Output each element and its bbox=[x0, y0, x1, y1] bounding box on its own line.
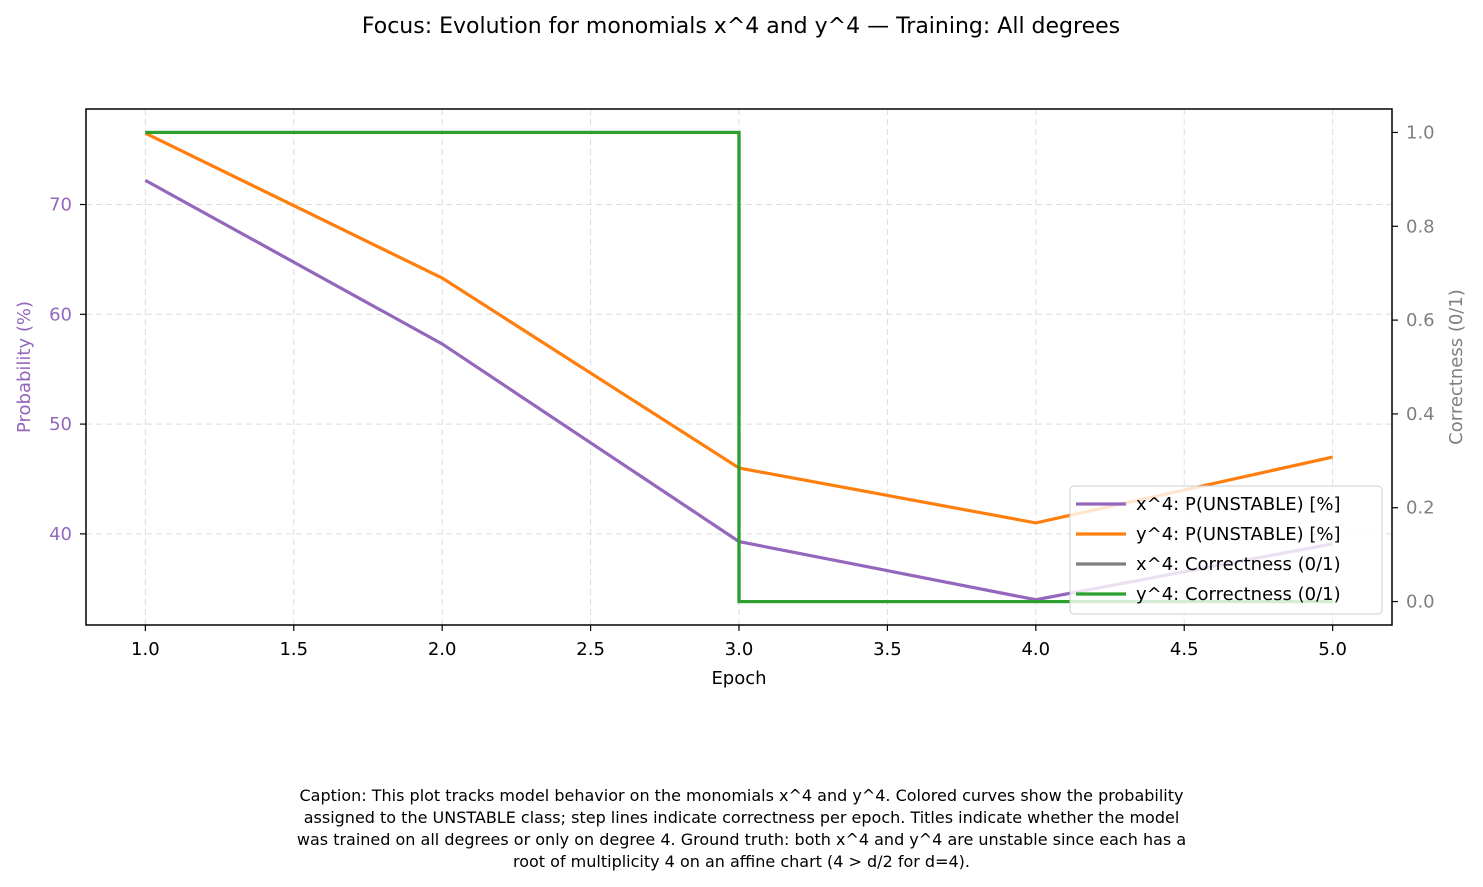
y-axis-label-right: Correctness (0/1) bbox=[1446, 289, 1467, 445]
x-axis-label: Epoch bbox=[711, 668, 766, 689]
caption-line: Caption: This plot tracks model behavior… bbox=[299, 786, 1184, 805]
y-axis-right: 0.0 0.2 0.4 0.6 0.8 1.0 bbox=[1392, 122, 1435, 613]
x-tick-label: 2.0 bbox=[428, 639, 457, 660]
legend-label: x^4: Correctness (0/1) bbox=[1136, 554, 1341, 575]
x-tick-label: 3.0 bbox=[725, 639, 754, 660]
x-tick-label: 4.0 bbox=[1021, 639, 1050, 660]
caption-line: root of multiplicity 4 on an affine char… bbox=[513, 852, 970, 871]
legend-label: y^4: Correctness (0/1) bbox=[1136, 584, 1341, 605]
x-tick-label: 2.5 bbox=[576, 639, 605, 660]
chart-title: Focus: Evolution for monomials x^4 and y… bbox=[362, 14, 1120, 39]
caption: Caption: This plot tracks model behavior… bbox=[0, 785, 1483, 873]
y-tick-label-right: 0.4 bbox=[1406, 404, 1435, 425]
y-tick-label-left: 50 bbox=[49, 414, 72, 435]
y-tick-label-right: 0.8 bbox=[1406, 216, 1435, 237]
y-tick-label-right: 0.2 bbox=[1406, 498, 1435, 519]
x-tick-label: 5.0 bbox=[1318, 639, 1347, 660]
x-tick-label: 3.5 bbox=[873, 639, 902, 660]
y-tick-label-left: 70 bbox=[49, 195, 72, 216]
y-tick-label-right: 0.6 bbox=[1406, 310, 1435, 331]
legend-label: x^4: P(UNSTABLE) [%] bbox=[1136, 494, 1340, 515]
x-tick-label: 1.5 bbox=[279, 639, 308, 660]
x-tick-label: 1.0 bbox=[131, 639, 160, 660]
y-tick-label-right: 1.0 bbox=[1406, 122, 1435, 143]
y-tick-label-left: 60 bbox=[49, 304, 72, 325]
x-axis: 1.0 1.5 2.0 2.5 3.0 3.5 4.0 4.5 5.0 bbox=[131, 625, 1347, 660]
y-axis-label-left: Probability (%) bbox=[14, 301, 35, 433]
y-tick-label-right: 0.0 bbox=[1406, 592, 1435, 613]
caption-line: was trained on all degrees or only on de… bbox=[296, 830, 1187, 849]
legend-box bbox=[1069, 485, 1383, 615]
caption-line: assigned to the UNSTABLE class; step lin… bbox=[303, 808, 1180, 827]
y-tick-label-left: 40 bbox=[49, 524, 72, 545]
legend: x^4: P(UNSTABLE) [%] y^4: P(UNSTABLE) [%]… bbox=[1069, 485, 1383, 615]
legend-label: y^4: P(UNSTABLE) [%] bbox=[1136, 524, 1340, 545]
y-axis-left: 40 50 60 70 bbox=[49, 195, 86, 545]
x-tick-label: 4.5 bbox=[1170, 639, 1199, 660]
